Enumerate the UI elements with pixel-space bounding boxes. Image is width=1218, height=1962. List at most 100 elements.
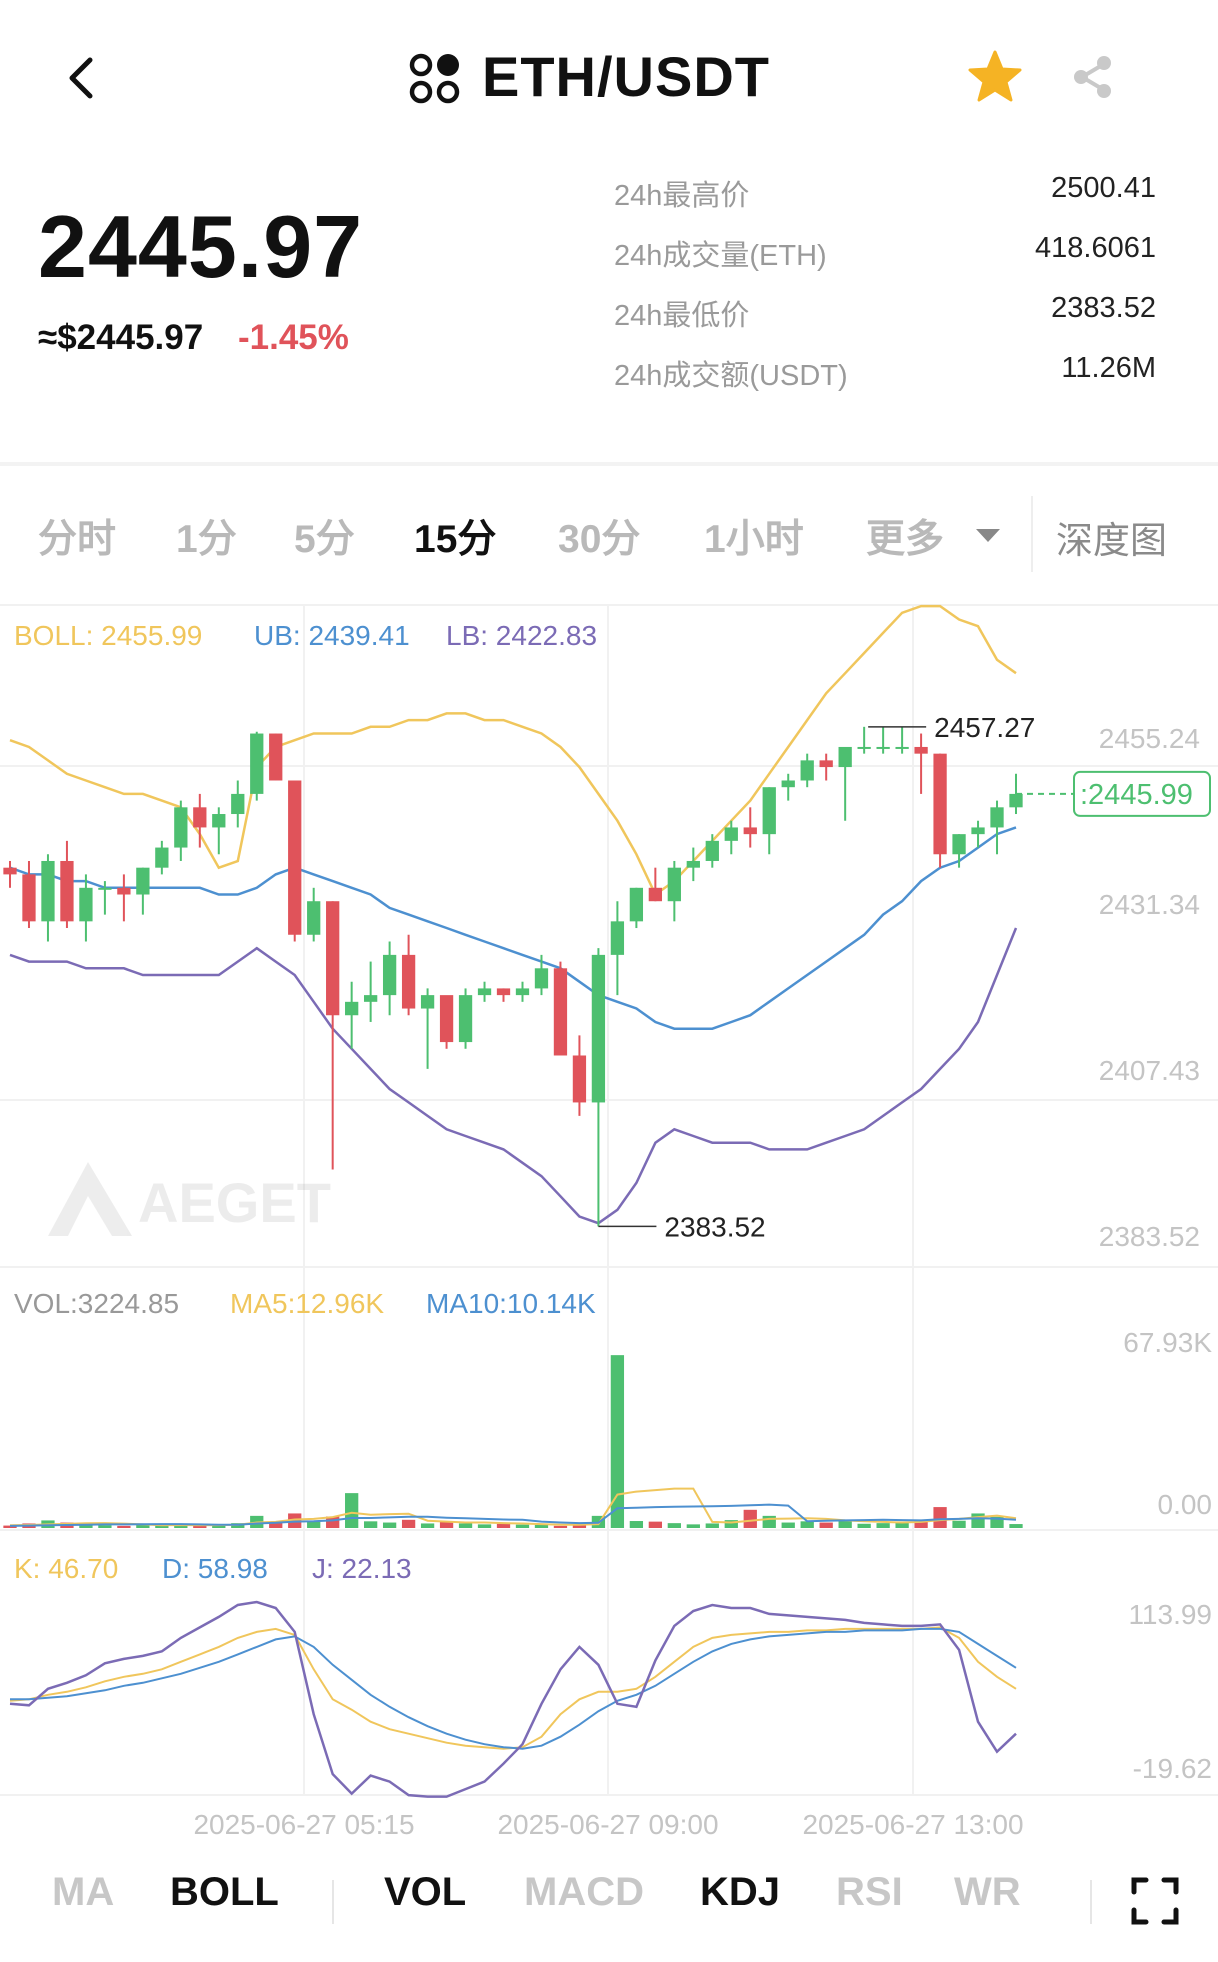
indicator-vol[interactable]: VOL [384, 1870, 467, 1914]
candle-body [420, 995, 435, 1009]
stat-label-24h-low: 24h最低价 [614, 300, 750, 332]
tab-1m[interactable]: 1分 [176, 518, 237, 561]
candle-body [212, 814, 226, 828]
indicator-macd[interactable]: MACD [524, 1870, 644, 1914]
fullscreen-icon [1131, 1877, 1179, 1925]
bollinger-lines [9, 604, 1018, 1225]
tab-1h[interactable]: 1小时 [704, 518, 804, 561]
candle-body [572, 1055, 587, 1103]
star-icon [968, 50, 1022, 102]
candle-body [363, 995, 378, 1002]
volume-bar [212, 1525, 226, 1528]
candle-body [117, 887, 131, 895]
vol-ma10-legend: MA10:10.14K [426, 1288, 596, 1319]
candlesticks [3, 726, 1023, 1227]
volume-bar [174, 1525, 188, 1528]
stat-value-24h-turnover: 11.26M [1061, 352, 1156, 384]
boll-upper-line [9, 604, 1017, 897]
fullscreen-button[interactable] [1130, 1876, 1180, 1926]
favorite-button[interactable] [966, 48, 1024, 106]
candle-body [800, 760, 814, 781]
indicator-boll[interactable]: BOLL [170, 1870, 279, 1914]
price-axis-label: 2455.24 [1099, 723, 1200, 754]
section-divider [0, 462, 1218, 466]
candle-body [98, 887, 112, 890]
indicator-ma[interactable]: MA [52, 1870, 115, 1914]
candle-body [876, 746, 890, 749]
candle-body [781, 780, 795, 788]
volume-bar [136, 1524, 150, 1528]
candle-body [60, 860, 74, 922]
stat-label-24h-turnover: 24h成交额(USDT) [614, 360, 848, 392]
candle-body [326, 901, 340, 1016]
candle-body [819, 760, 833, 768]
candle-body [458, 995, 473, 1043]
stat-value-24h-low: 2383.52 [1051, 292, 1156, 324]
kdj-lines [9, 1600, 1017, 1798]
tab-divider [1031, 496, 1033, 572]
stat-label-24h-volume: 24h成交量(ETH) [614, 240, 827, 272]
tab-15m[interactable]: 15分 [414, 518, 497, 561]
candle-body [971, 827, 985, 835]
candle-body [496, 988, 511, 996]
kline-chart[interactable]: AEGET BOLL: 2455.99 UB: 2439.41 LB: 2422… [0, 600, 1218, 1840]
volume-bar [857, 1523, 871, 1528]
candle-body [591, 954, 606, 1103]
candle-body [952, 834, 966, 855]
tab-depth-chart[interactable]: 深度图 [1056, 520, 1167, 561]
pair-title[interactable]: ETH/USDT [482, 45, 770, 108]
volume-bar [743, 1509, 757, 1528]
volume-bar [572, 1524, 587, 1528]
four-dots-icon[interactable] [408, 52, 462, 106]
watermark-text: AEGET [138, 1171, 331, 1234]
volume-bar [933, 1507, 947, 1528]
volume-bar [705, 1523, 719, 1528]
candle-body [477, 988, 492, 996]
tab-30m[interactable]: 30分 [558, 518, 641, 561]
volume-bar [876, 1523, 890, 1528]
candle-body [3, 867, 17, 875]
stat-label-24h-high: 24h最高价 [614, 180, 750, 212]
last-price: 2445.97 [38, 197, 364, 296]
kdj-d-legend: D: 58.98 [162, 1553, 268, 1584]
price-axis-label: 2431.34 [1099, 889, 1200, 920]
indicator-divider [332, 1880, 334, 1924]
volume-bar [439, 1521, 454, 1528]
candle-body [743, 827, 757, 835]
kdj-axis-label: 113.99 [1128, 1599, 1212, 1630]
volume-bar [420, 1523, 435, 1528]
indicator-kdj[interactable]: KDJ [700, 1870, 781, 1914]
volume-bar [724, 1520, 738, 1528]
price-axis-label: 2383.52 [1099, 1221, 1200, 1252]
usd-price: ≈$2445.97 [38, 318, 204, 357]
candle-body [686, 860, 700, 868]
volume-bar [3, 1525, 17, 1528]
candle-body [534, 968, 549, 989]
candle-body [136, 867, 150, 895]
volume-bar [895, 1522, 909, 1528]
back-button[interactable] [58, 48, 108, 108]
volume-bar [762, 1515, 776, 1528]
candle-body [269, 733, 283, 781]
candle-body [401, 954, 416, 1009]
candle-body [193, 807, 207, 828]
kdj-j-line [9, 1600, 1017, 1798]
stat-value-24h-volume: 418.6061 [1035, 232, 1156, 264]
volume-bar [534, 1524, 549, 1528]
tab-5m[interactable]: 5分 [294, 518, 355, 561]
caret-down-icon[interactable] [974, 526, 1002, 544]
indicator-rsi[interactable]: RSI [836, 1870, 903, 1914]
indicator-wr[interactable]: WR [954, 1870, 1021, 1914]
ub-legend: UB: 2439.41 [254, 620, 410, 651]
kdj-axis-label: -19.62 [1133, 1753, 1212, 1784]
candle-body [933, 753, 947, 855]
candle-body [174, 807, 188, 848]
volume-bar [496, 1523, 511, 1528]
aeget-watermark: AEGET [48, 1162, 331, 1236]
volume-bar [477, 1524, 492, 1528]
tab-timeline[interactable]: 分时 [38, 518, 117, 561]
share-button[interactable] [1068, 52, 1118, 102]
kdj-k-line [9, 1626, 1017, 1750]
volume-bar [117, 1525, 131, 1528]
tab-more[interactable]: 更多 [866, 518, 945, 561]
